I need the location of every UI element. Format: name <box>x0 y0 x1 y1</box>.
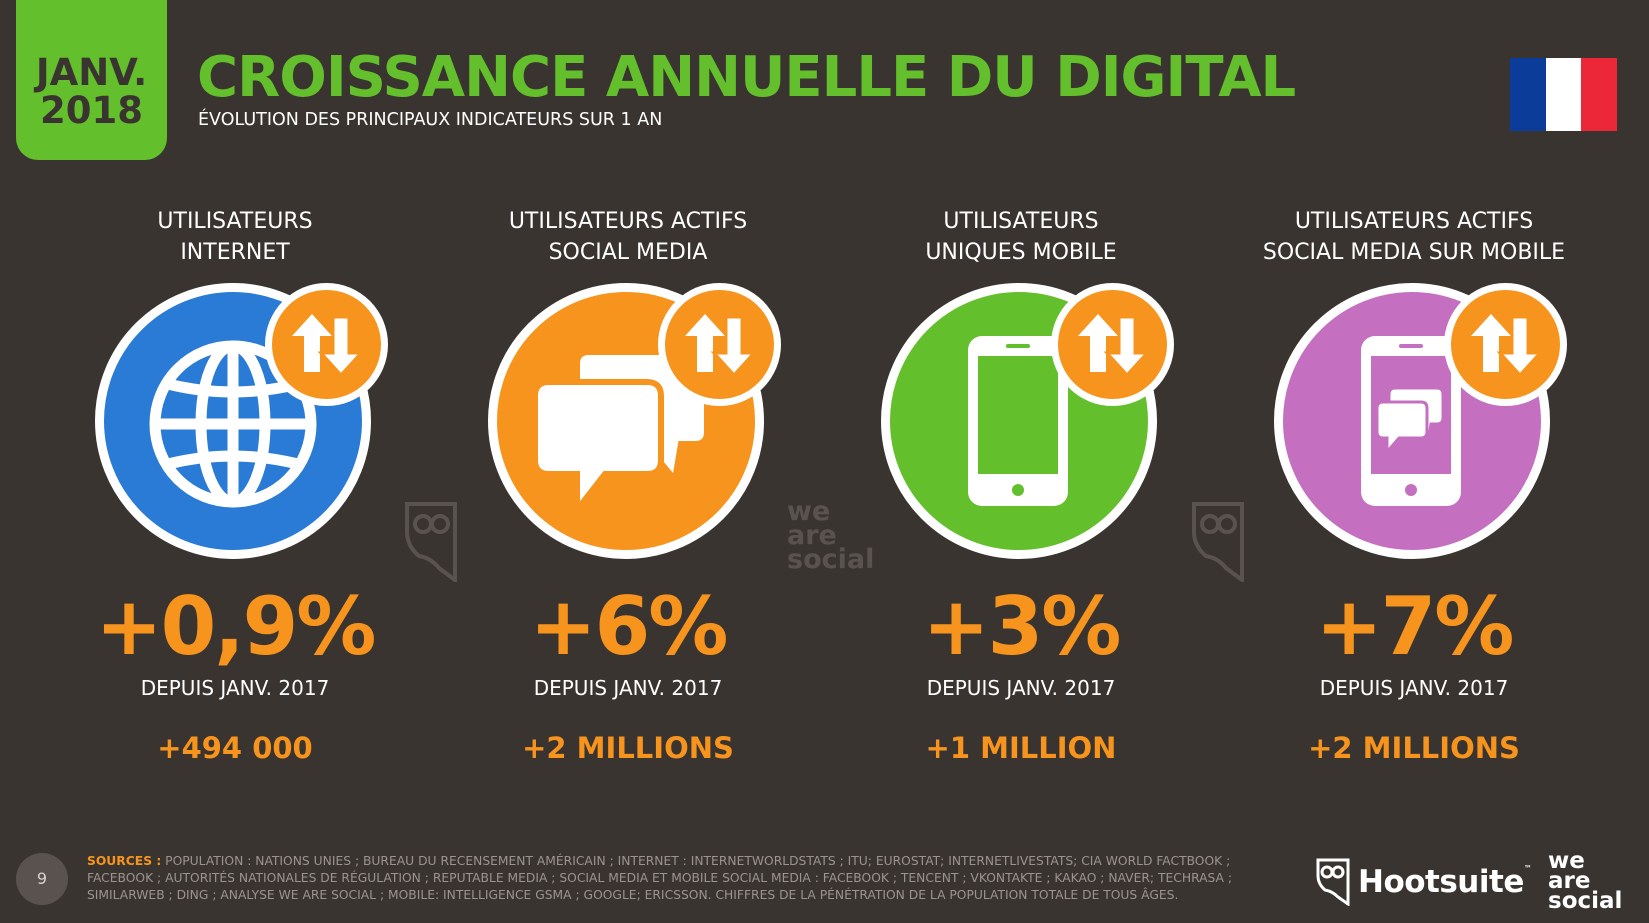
mobile-chat-icon <box>1274 283 1550 559</box>
indicator-internet-users: UTILISATEURS INTERNET <box>39 206 431 765</box>
sources-body: POPULATION : NATIONS UNIES ; BUREAU DU R… <box>87 854 1233 902</box>
hootsuite-owl-icon <box>1316 858 1350 906</box>
growth-since: DEPUIS JANV. 2017 <box>140 676 330 700</box>
we-are-social-watermark: we are social <box>787 496 875 575</box>
page-subtitle: ÉVOLUTION DES PRINCIPAUX INDICATEURS SUR… <box>198 110 663 130</box>
page-number: 9 <box>16 853 68 905</box>
growth-since: DEPUIS JANV. 2017 <box>1319 676 1509 700</box>
growth-percent: +7% <box>1315 580 1515 673</box>
date-badge: JANV. 2018 <box>16 0 167 160</box>
hootsuite-tm: ™ <box>1523 864 1532 873</box>
flag-stripe-white <box>1545 58 1582 131</box>
growth-badge <box>265 283 388 406</box>
growth-badge <box>1051 283 1174 406</box>
indicator-mobile-social-users: UTILISATEURS ACTIFS SOCIAL MEDIA SUR MOB… <box>1218 206 1610 765</box>
indicator-label: UTILISATEURS ACTIFS SOCIAL MEDIA <box>508 209 748 265</box>
growth-percent: +6% <box>529 580 729 673</box>
indicator-active-social-users: UTILISATEURS ACTIFS SOCIAL MEDIA +6% DEP… <box>432 206 824 765</box>
hootsuite-owl-icon <box>1192 502 1244 582</box>
up-down-arrows-icon <box>1471 314 1544 378</box>
up-down-arrows-icon <box>685 314 758 378</box>
flag-stripe-red <box>1581 58 1618 131</box>
hootsuite-wordmark: Hootsuite™ <box>1358 864 1532 900</box>
growth-absolute: +2 MILLIONS <box>522 731 734 765</box>
hootsuite-logo: Hootsuite™ <box>1316 858 1532 906</box>
date-year: 2018 <box>40 89 143 132</box>
growth-since: DEPUIS JANV. 2017 <box>926 676 1116 700</box>
growth-absolute: +494 000 <box>157 731 313 765</box>
growth-badge <box>658 283 781 406</box>
france-flag-icon <box>1510 58 1618 131</box>
indicator-unique-mobile-users: UTILISATEURS UNIQUES MOBILE +3 <box>825 206 1217 765</box>
flag-stripe-blue <box>1510 58 1546 131</box>
indicator-label: UTILISATEURS INTERNET <box>157 209 313 265</box>
date-month: JANV. <box>35 51 148 94</box>
page-title: CROISSANCE ANNUELLE DU DIGITAL <box>197 45 1296 110</box>
growth-percent: +0,9% <box>95 580 377 673</box>
indicator-label: UTILISATEURS ACTIFS SOCIAL MEDIA SUR MOB… <box>1262 209 1566 265</box>
we-are-social-logo: we are social <box>1548 848 1623 914</box>
growth-since: DEPUIS JANV. 2017 <box>533 676 723 700</box>
growth-percent: +3% <box>922 580 1122 673</box>
sources-label: SOURCES : <box>87 854 162 868</box>
up-down-arrows-icon <box>1078 314 1151 378</box>
up-down-arrows-icon <box>292 314 365 378</box>
growth-absolute: +2 MILLIONS <box>1308 731 1520 765</box>
hootsuite-owl-icon <box>405 502 457 582</box>
growth-badge <box>1444 283 1567 406</box>
sources-text: SOURCES : POPULATION : NATIONS UNIES ; B… <box>87 853 1237 904</box>
growth-absolute: +1 MILLION <box>925 731 1117 765</box>
hootsuite-label: Hootsuite <box>1358 864 1524 900</box>
indicator-label: UTILISATEURS UNIQUES MOBILE <box>925 209 1117 265</box>
